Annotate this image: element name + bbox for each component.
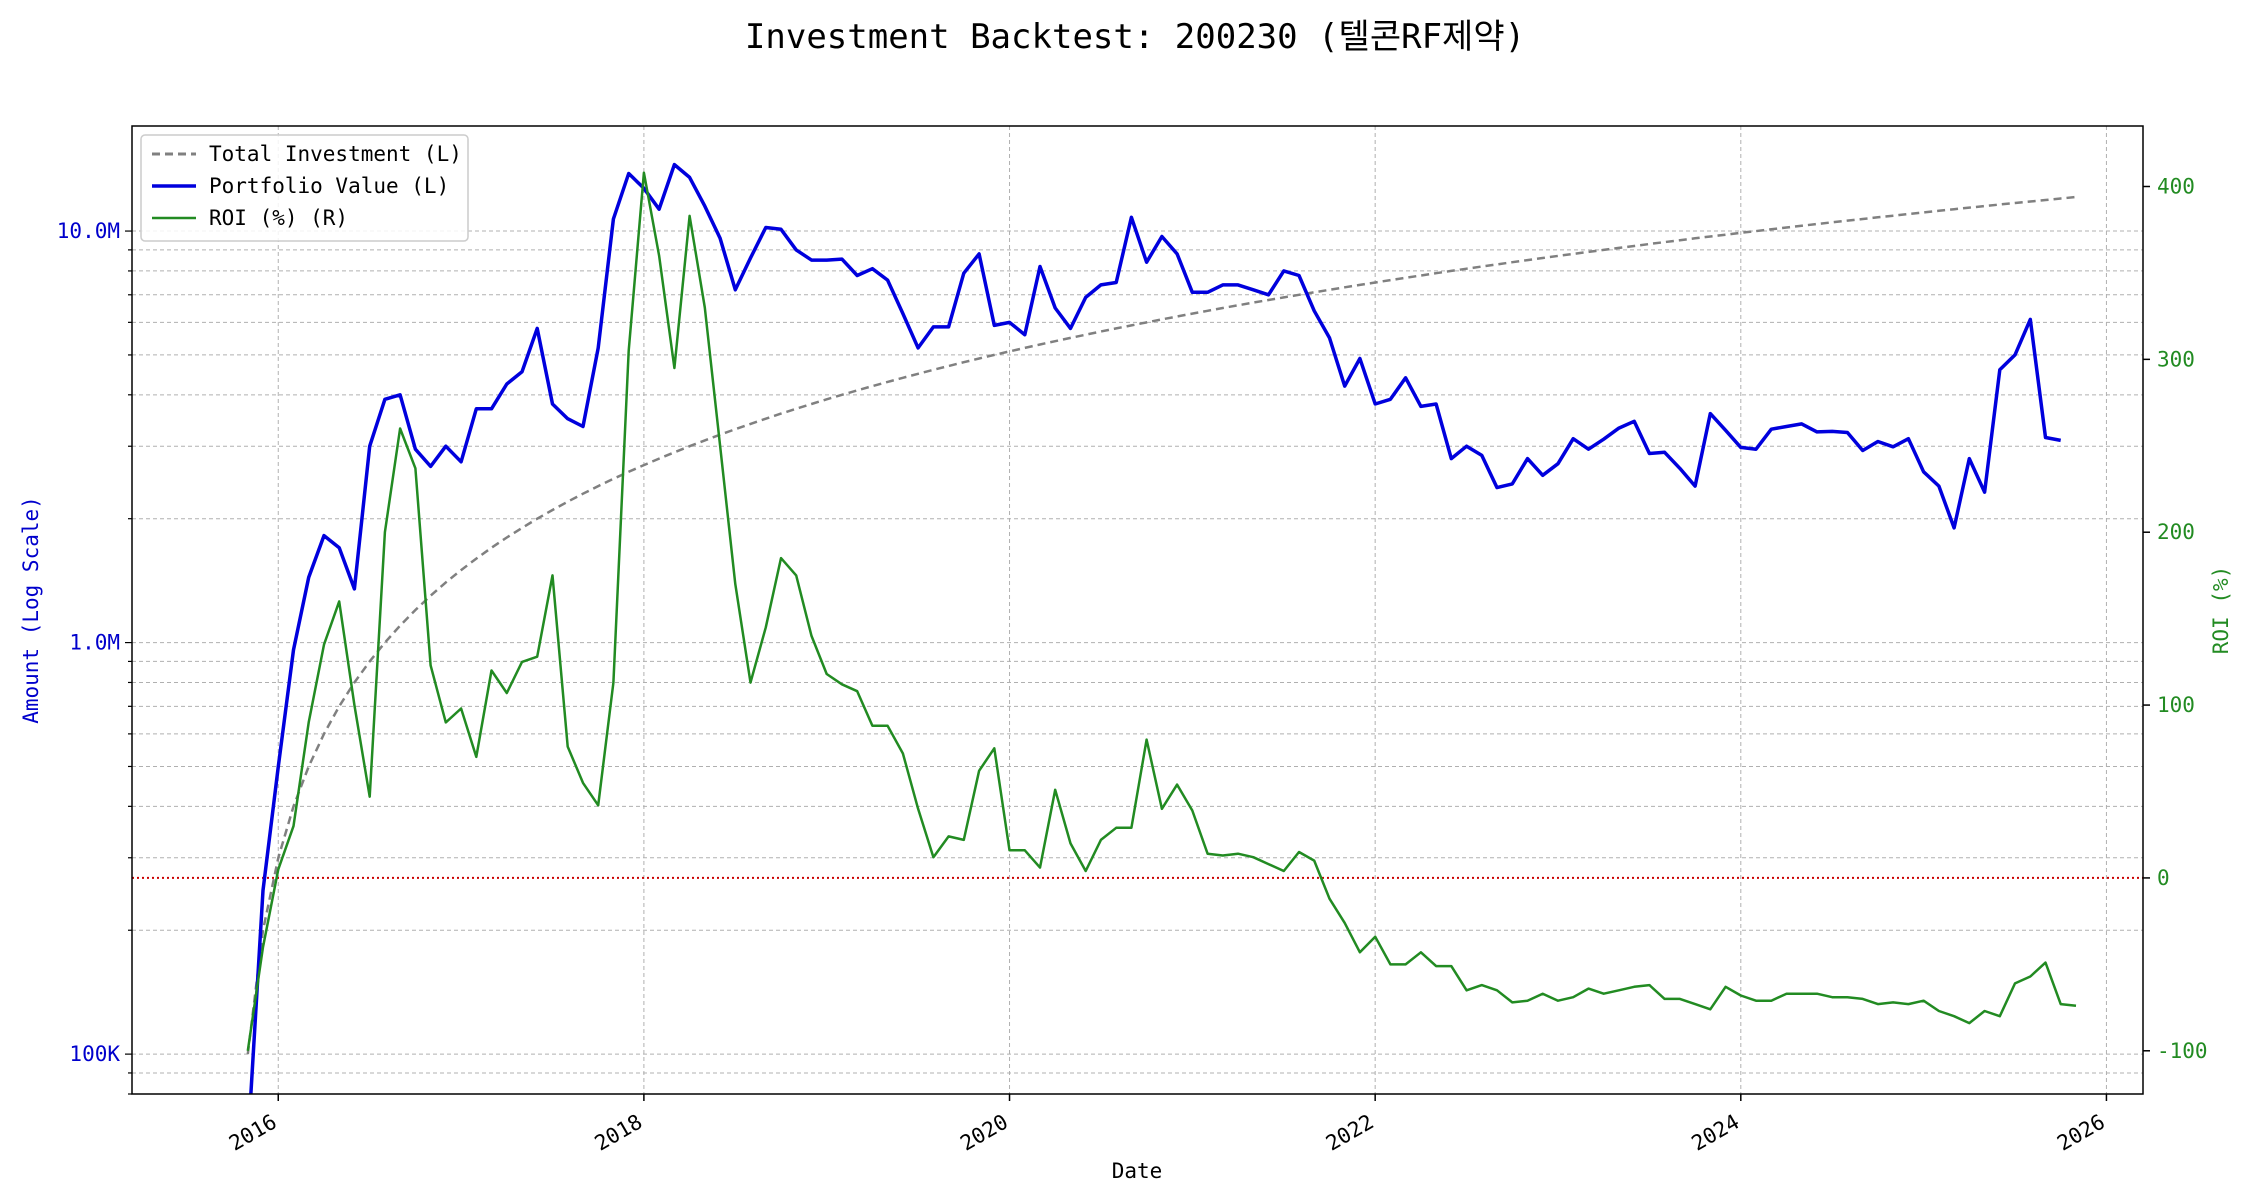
legend: Total Investment (L) Portfolio Value (L)… [140,134,469,242]
legend-label-roi: ROI (%) (R) [209,206,348,230]
series-line-roi [246,171,2077,1051]
y-right-tick-label: 100 [2157,693,2195,717]
legend-label-total-investment: Total Investment (L) [209,142,462,166]
grid-lines [132,126,2143,1095]
y-axis-left-label: Amount (Log Scale) [19,496,43,724]
y-right-tick-label: 0 [2157,866,2170,890]
y-right-tick-label: -100 [2157,1039,2208,1063]
y-right-tick-label: 400 [2157,175,2195,199]
y-right-tick-label: 200 [2157,520,2195,544]
plot-frame [131,125,2144,1095]
series-line-portfolio-value [249,162,2062,1094]
legend-label-portfolio-value: Portfolio Value (L) [209,174,449,198]
series-line-total-investment [246,195,2077,1055]
legend-box [140,134,469,242]
y-left-tick-label: 1.0M [69,631,120,655]
y-right-tick-label: 300 [2157,347,2195,371]
y-left-tick-label: 10.0M [57,219,120,243]
x-axis-label: Date [1112,1159,1163,1183]
chart-title: Investment Backtest: 200230 (텔콘RF제약) [745,17,1525,57]
y-left-tick-label: 100K [69,1042,120,1066]
series-group [246,162,2077,1094]
y-axis-right-label: ROI (%) [2209,566,2233,655]
